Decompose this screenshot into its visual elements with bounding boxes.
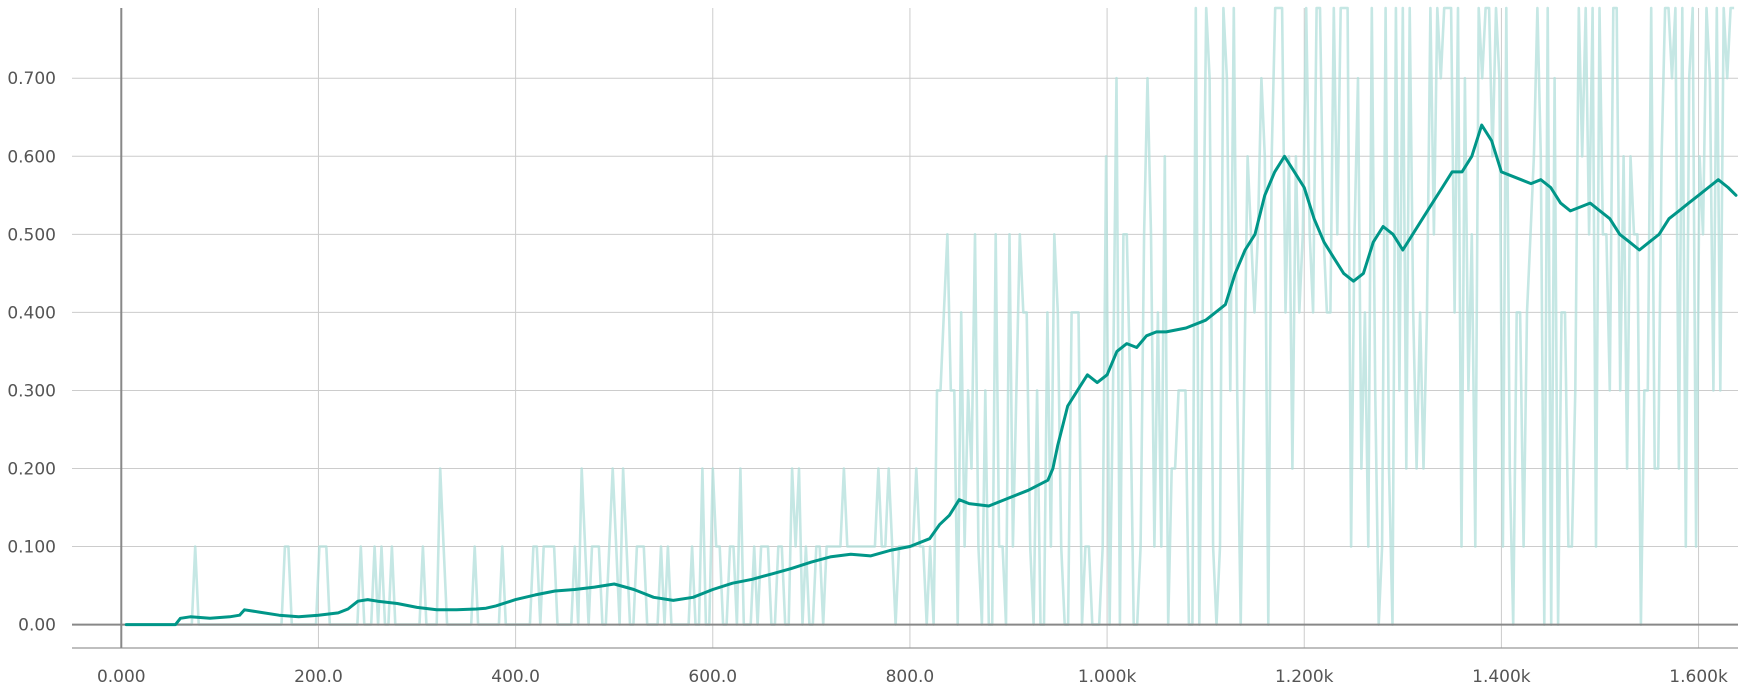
y-tick-label: 0.400 bbox=[7, 303, 56, 323]
y-axis-ticks: 0.00 0.100 0.200 0.300 0.400 0.500 0.600 0.700 bbox=[7, 69, 56, 635]
x-tick-label: 0.000 bbox=[97, 667, 146, 687]
gridlines bbox=[72, 8, 1738, 648]
y-tick-label: 0.300 bbox=[7, 381, 56, 401]
y-tick-label: 0.600 bbox=[7, 147, 56, 167]
x-tick-label: 1.000k bbox=[1078, 667, 1137, 687]
smoothed-series bbox=[124, 123, 1738, 627]
y-tick-label: 0.00 bbox=[18, 616, 56, 636]
raw-series-line bbox=[126, 6, 1735, 626]
axes bbox=[72, 8, 1738, 649]
y-tick-label: 0.700 bbox=[7, 69, 56, 89]
x-tick-label: 800.0 bbox=[886, 667, 935, 687]
x-tick-label: 1.600k bbox=[1669, 667, 1728, 687]
x-axis-ticks: 0.000 200.0 400.0 600.0 800.0 1.000k 1.200k 1.4… bbox=[97, 667, 1728, 687]
x-tick-label: 1.200k bbox=[1275, 667, 1334, 687]
y-tick-label: 0.500 bbox=[7, 225, 56, 245]
smoothed-series-line bbox=[124, 123, 1738, 627]
y-tick-label: 0.200 bbox=[7, 459, 56, 479]
y-tick-label: 0.100 bbox=[7, 538, 56, 558]
x-tick-label: 600.0 bbox=[688, 667, 737, 687]
x-tick-label: 400.0 bbox=[491, 667, 540, 687]
x-tick-label: 200.0 bbox=[294, 667, 343, 687]
raw-series bbox=[126, 6, 1735, 626]
x-tick-label: 1.400k bbox=[1472, 667, 1531, 687]
